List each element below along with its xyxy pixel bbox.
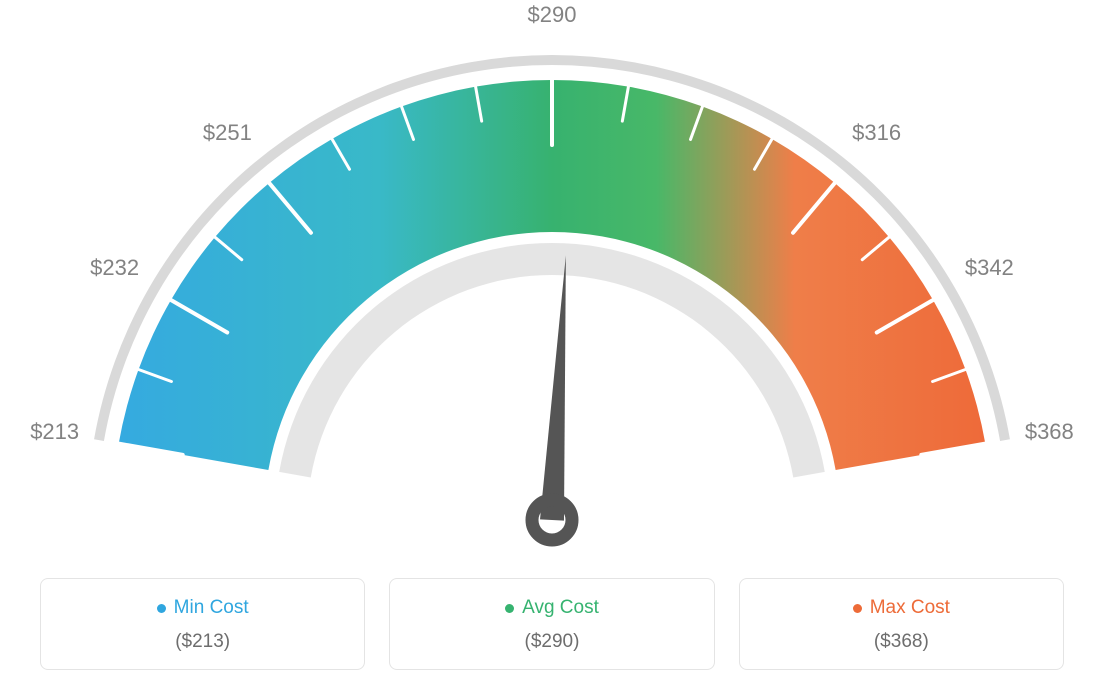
gauge-tick-label: $290: [528, 2, 577, 28]
legend-card-min: Min Cost ($213): [40, 578, 365, 670]
legend-row: Min Cost ($213) Avg Cost ($290) Max Cost…: [40, 578, 1064, 670]
legend-title-max: Max Cost: [853, 597, 950, 619]
gauge-tick-label: $251: [203, 120, 252, 146]
cost-gauge-chart: $213 $232 $251 $290 $316 $342 $368 Min Cost ($…: [0, 0, 1104, 690]
legend-title-min: Min Cost: [157, 597, 249, 619]
legend-label-avg: Avg Cost: [522, 597, 599, 619]
legend-dot-max: [853, 604, 862, 613]
gauge-tick-label: $213: [30, 419, 79, 445]
legend-value-avg: ($290): [400, 631, 703, 653]
gauge-svg: [0, 0, 1104, 560]
legend-label-min: Min Cost: [174, 597, 249, 619]
legend-card-max: Max Cost ($368): [739, 578, 1064, 670]
gauge-tick-label: $368: [1025, 419, 1074, 445]
legend-title-avg: Avg Cost: [505, 597, 599, 619]
gauge-tick-label: $342: [965, 255, 1014, 281]
legend-dot-min: [157, 604, 166, 613]
legend-value-min: ($213): [51, 631, 354, 653]
gauge-tick-label: $316: [852, 120, 901, 146]
legend-value-max: ($368): [750, 631, 1053, 653]
gauge-area: $213 $232 $251 $290 $316 $342 $368: [0, 0, 1104, 560]
legend-card-avg: Avg Cost ($290): [389, 578, 714, 670]
legend-label-max: Max Cost: [870, 597, 950, 619]
gauge-tick-label: $232: [90, 255, 139, 281]
legend-dot-avg: [505, 604, 514, 613]
